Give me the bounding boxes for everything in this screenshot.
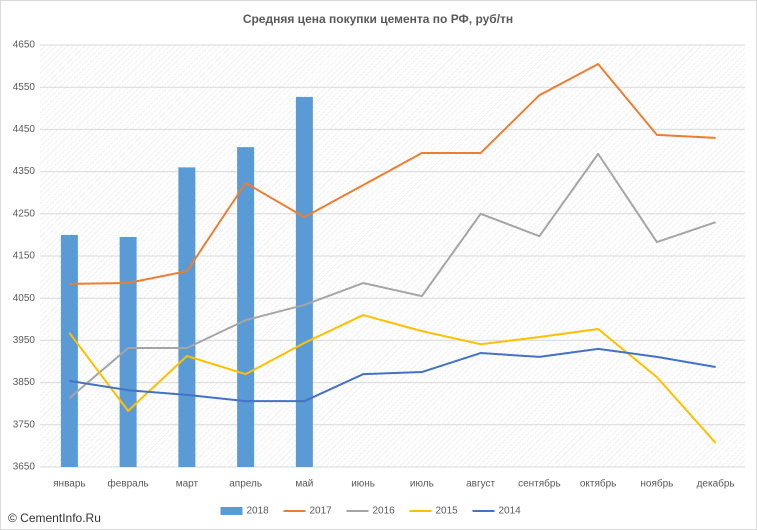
chart-title: Средняя цена покупки цемента по РФ, руб/… [243, 12, 513, 26]
line [69, 62, 716, 285]
y-tick-label: 4550 [13, 82, 36, 93]
y-tick-label: 4650 [13, 40, 36, 51]
x-tick-label: сентябрь [518, 478, 561, 490]
legend-label: 2017 [310, 506, 333, 517]
x-tick-label: март [176, 479, 199, 490]
x-tick-label: июнь [351, 479, 375, 490]
y-tick-label: 3850 [13, 377, 36, 388]
watermark: © CementInfo.Ru [8, 511, 101, 525]
y-tick-label: 3650 [13, 462, 36, 473]
y-tick-label: 4450 [13, 124, 36, 135]
x-tick-label: февраль [107, 478, 148, 490]
y-tick-label: 3950 [13, 335, 36, 346]
x-tick-label: ноябрь [640, 478, 673, 490]
legend-label: 2018 [247, 506, 270, 517]
x-tick-label: май [295, 479, 313, 490]
bar [60, 234, 78, 467]
bar [178, 167, 196, 467]
line [68, 152, 716, 399]
x-tick-label: июль [410, 479, 434, 490]
y-tick-label: 3750 [13, 419, 36, 430]
x-tick-label: август [466, 479, 495, 490]
bar [237, 147, 255, 467]
line [69, 347, 716, 403]
x-tick-label: октябрь [580, 478, 617, 490]
x-tick-label: декабрь [697, 478, 735, 490]
legend-label: 2016 [373, 506, 396, 517]
legend-swatch [220, 507, 243, 515]
y-tick-label: 4350 [13, 166, 36, 177]
bar [295, 96, 313, 467]
line [68, 314, 717, 444]
y-tick-label: 4150 [13, 251, 36, 262]
y-tick-label: 4250 [13, 208, 36, 219]
x-tick-label: январь [53, 479, 85, 490]
y-tick-label: 4050 [13, 293, 36, 304]
legend-label: 2015 [436, 506, 459, 517]
bar [119, 237, 137, 467]
legend-label: 2014 [499, 506, 522, 517]
x-tick-label: апрель [229, 479, 262, 490]
